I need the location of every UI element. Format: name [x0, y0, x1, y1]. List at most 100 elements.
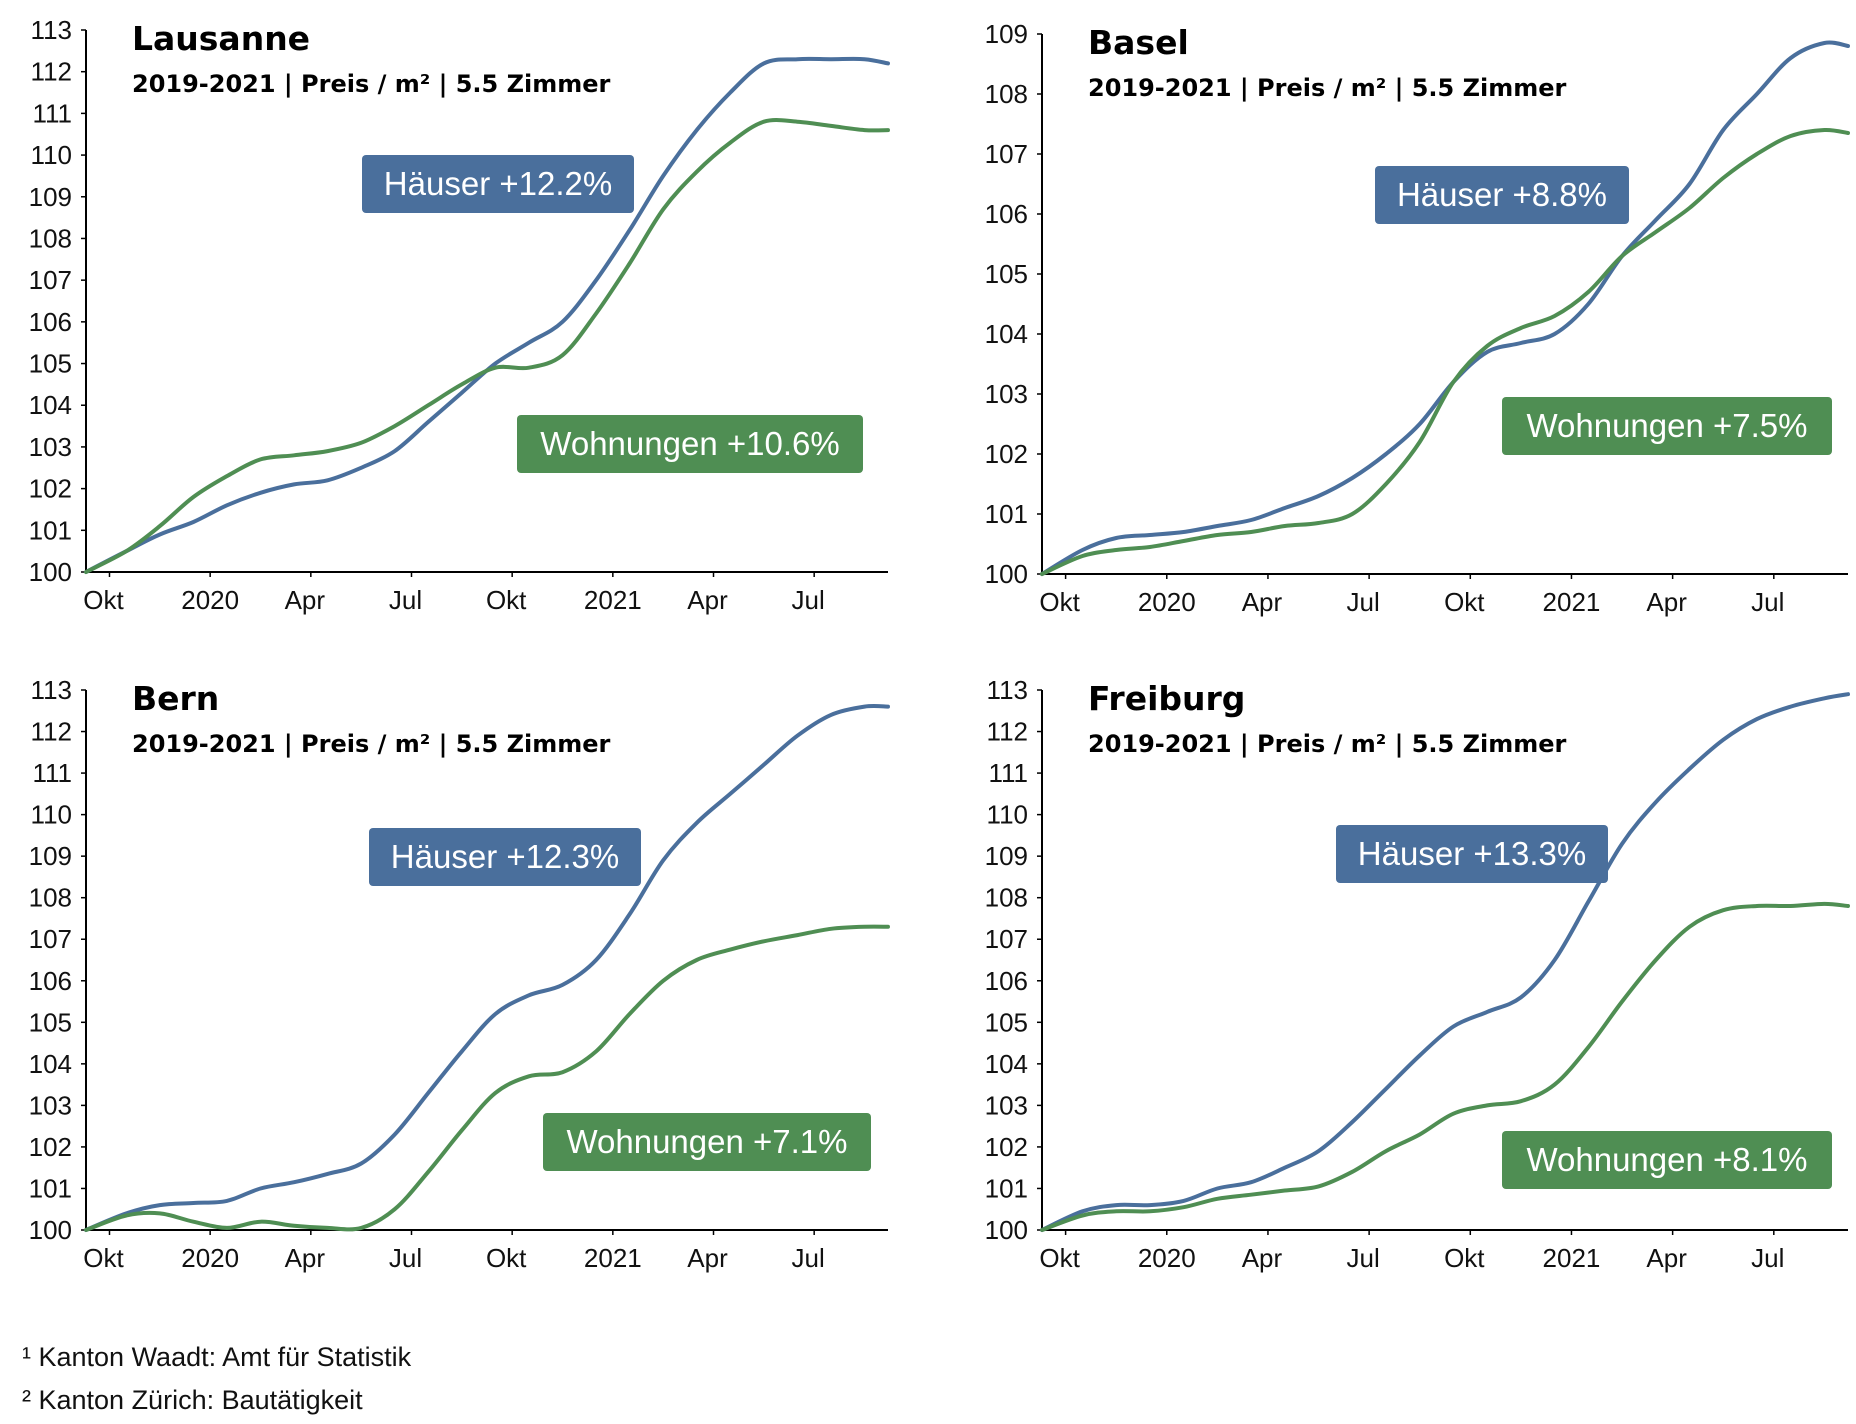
x-tick-label: Okt	[1039, 587, 1080, 617]
y-tick-label: 105	[985, 1007, 1028, 1037]
x-tick-label: 2020	[181, 585, 239, 615]
x-tick-label: Okt	[486, 1243, 527, 1273]
panel-title: Freiburg	[1088, 679, 1245, 718]
series-label: Häuser +12.2%	[384, 165, 612, 202]
series-label-box	[1502, 397, 1832, 455]
x-tick-label: 2021	[584, 585, 642, 615]
y-tick-label: 110	[987, 800, 1028, 830]
panel-subtitle: 2019-2021 | Preis / m² | 5.5 Zimmer	[1088, 730, 1567, 758]
series-line-wohnungen	[84, 117, 890, 574]
y-tick-label: 103	[985, 379, 1028, 409]
y-tick-label: 104	[985, 1049, 1028, 1079]
panel-title: Bern	[132, 679, 219, 718]
x-tick-label: Apr	[1646, 587, 1687, 617]
series-label: Häuser +8.8%	[1397, 176, 1607, 213]
x-tick-label: Apr	[285, 585, 326, 615]
y-tick-label: 113	[987, 675, 1028, 705]
series-line-wohnungen	[84, 924, 890, 1232]
y-tick-label: 112	[31, 57, 72, 87]
y-tick-label: 107	[29, 924, 72, 954]
x-tick-label: Jul	[792, 1243, 825, 1273]
x-tick-label: Jul	[1346, 1243, 1379, 1273]
y-tick-label: 106	[29, 966, 72, 996]
panel-subtitle: 2019-2021 | Preis / m² | 5.5 Zimmer	[132, 730, 611, 758]
y-tick-label: 108	[985, 79, 1028, 109]
panel-title: Lausanne	[132, 19, 310, 58]
series-label: Wohnungen +10.6%	[540, 425, 839, 462]
x-tick-label: Okt	[83, 585, 124, 615]
x-tick-label: Okt	[486, 585, 527, 615]
y-tick-label: 104	[985, 319, 1028, 349]
y-tick-label: 111	[988, 758, 1028, 788]
panel-bern: 100 101 102 103 104 105 106 107 108 109 110 111 112 1…	[29, 675, 890, 1273]
x-tick-label: Apr	[687, 585, 728, 615]
x-tick-label: 2021	[1543, 587, 1601, 617]
y-tick-label: 106	[985, 966, 1028, 996]
x-tick-label: Okt	[1444, 587, 1485, 617]
series-label-box	[362, 155, 634, 213]
y-tick-label: 103	[985, 1090, 1028, 1120]
series-label-box	[517, 415, 863, 473]
y-tick-label: 100	[29, 1215, 72, 1245]
y-tick-label: 109	[29, 182, 72, 212]
series-line-haeuser	[84, 703, 890, 1232]
y-tick-label: 113	[31, 675, 72, 705]
series-label-box	[1336, 825, 1608, 883]
panel-freiburg: 100 101 102 103 104 105 106 107 108 109 110 111 112 1…	[985, 675, 1850, 1273]
x-tick-label: Apr	[1242, 587, 1283, 617]
x-tick-label: Apr	[1242, 1243, 1283, 1273]
x-tick-label: Okt	[83, 1243, 124, 1273]
series-label: Häuser +13.3%	[1358, 835, 1586, 872]
panel-title: Basel	[1088, 23, 1189, 62]
y-tick-label: 102	[985, 1132, 1028, 1162]
y-tick-label: 106	[985, 199, 1028, 229]
x-tick-label: Jul	[792, 585, 825, 615]
y-tick-label: 109	[985, 19, 1028, 49]
y-tick-label: 110	[31, 140, 72, 170]
y-tick-label: 101	[985, 499, 1028, 529]
x-tick-label: 2020	[181, 1243, 239, 1273]
y-tick-label: 103	[29, 1090, 72, 1120]
y-tick-label: 105	[985, 259, 1028, 289]
y-tick-label: 104	[29, 390, 72, 420]
y-tick-label: 101	[29, 515, 72, 545]
x-tick-label: 2020	[1138, 587, 1196, 617]
y-tick-label: 101	[985, 1173, 1028, 1203]
x-tick-label: Okt	[1039, 1243, 1080, 1273]
x-tick-label: Okt	[1444, 1243, 1485, 1273]
series-line-wohnungen	[1040, 127, 1850, 576]
series-label-box	[543, 1113, 871, 1171]
y-tick-label: 111	[32, 98, 72, 128]
y-tick-label: 102	[29, 1132, 72, 1162]
y-tick-label: 109	[985, 841, 1028, 871]
series-label: Wohnungen +7.1%	[566, 1123, 847, 1160]
y-tick-label: 111	[32, 758, 72, 788]
x-tick-label: Jul	[1751, 587, 1784, 617]
x-tick-label: 2020	[1138, 1243, 1196, 1273]
panel-subtitle: 2019-2021 | Preis / m² | 5.5 Zimmer	[1088, 74, 1567, 102]
y-tick-label: 109	[29, 841, 72, 871]
y-tick-label: 112	[987, 717, 1028, 747]
x-tick-label: Jul	[1346, 587, 1379, 617]
y-tick-label: 106	[29, 307, 72, 337]
series-label: Wohnungen +7.5%	[1526, 407, 1807, 444]
y-tick-label: 110	[31, 800, 72, 830]
x-tick-label: Apr	[285, 1243, 326, 1273]
footnote-2: ² Kanton Zürich: Bautätigkeit	[22, 1385, 363, 1415]
series-label: Häuser +12.3%	[391, 838, 619, 875]
series-line-haeuser	[84, 56, 890, 574]
y-tick-label: 102	[985, 439, 1028, 469]
panel-subtitle: 2019-2021 | Preis / m² | 5.5 Zimmer	[132, 70, 611, 98]
series-line-haeuser	[1040, 692, 1850, 1232]
y-tick-label: 101	[29, 1173, 72, 1203]
y-tick-label: 100	[29, 557, 72, 587]
x-tick-label: 2021	[1543, 1243, 1601, 1273]
series-label-box	[1375, 166, 1629, 224]
y-tick-label: 107	[985, 924, 1028, 954]
y-tick-label: 107	[985, 139, 1028, 169]
y-tick-label: 105	[29, 1007, 72, 1037]
y-tick-label: 107	[29, 265, 72, 295]
y-tick-label: 100	[985, 559, 1028, 589]
y-tick-label: 102	[29, 474, 72, 504]
x-tick-label: 2021	[584, 1243, 642, 1273]
